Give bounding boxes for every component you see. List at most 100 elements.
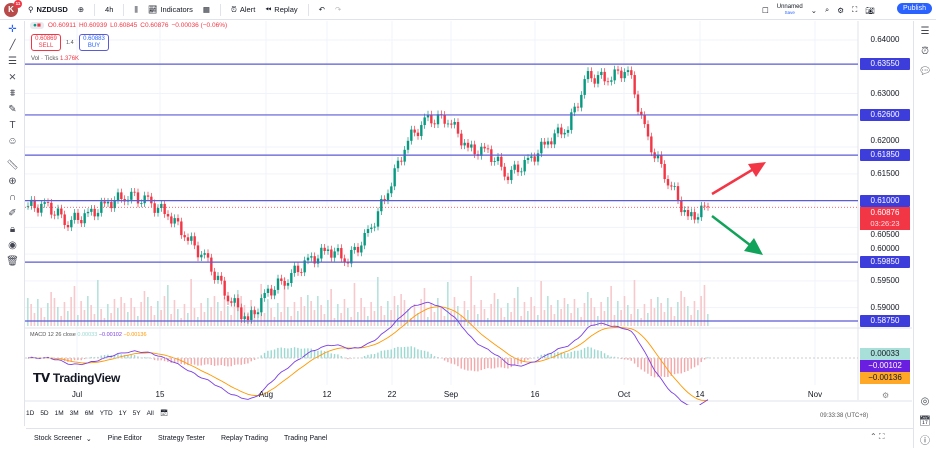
range-1m[interactable]: 1M	[55, 410, 64, 417]
range-3m[interactable]: 3M	[70, 410, 79, 417]
right-toolbar: ☰ ⏰︎ 💬︎ ◎ 📅︎ ⓘ	[913, 21, 936, 448]
macd-hist-bar	[394, 348, 395, 358]
chat-icon[interactable]: 💬︎	[914, 61, 936, 81]
volume-bar	[450, 311, 452, 326]
volume-bar	[27, 298, 29, 326]
candle	[527, 158, 529, 160]
volume-bar	[107, 304, 109, 326]
help-icon[interactable]: ⓘ	[914, 429, 936, 449]
candle	[577, 107, 579, 108]
volume-bar	[414, 304, 416, 326]
tab-pine-editor[interactable]: Pine Editor	[108, 435, 142, 442]
macd-hist-bar	[474, 358, 475, 371]
volume-bar	[67, 311, 69, 326]
volume-bar	[437, 298, 439, 326]
price-chart[interactable]	[0, 0, 912, 405]
volume-bar	[654, 308, 656, 326]
time-tick: Nov	[808, 390, 822, 399]
level-label: 0.63550	[860, 58, 910, 70]
volume-bar	[530, 297, 532, 326]
macd-hist-bar	[244, 358, 245, 364]
volume-bar	[637, 309, 639, 326]
time-tick: 15	[156, 390, 165, 399]
candle	[643, 115, 645, 124]
range-all[interactable]: All	[147, 410, 154, 417]
volume-bar	[430, 303, 432, 326]
candle	[473, 144, 475, 154]
candle	[567, 130, 569, 133]
macd-hist-bar	[514, 358, 515, 365]
volume-bar	[34, 313, 36, 326]
candle	[253, 310, 255, 314]
candle	[583, 79, 585, 95]
volume-bar	[357, 312, 359, 326]
candle	[370, 228, 372, 230]
axis-settings-icon[interactable]: ⚙	[882, 391, 889, 400]
range-1y[interactable]: 1Y	[119, 410, 127, 417]
volume-bar	[697, 310, 699, 326]
candle	[63, 214, 65, 225]
volume-bar	[257, 318, 259, 326]
candle	[147, 195, 149, 196]
watchlist-icon[interactable]: ☰	[914, 21, 936, 41]
volume-bar	[574, 299, 576, 326]
range-6m[interactable]: 6M	[85, 410, 94, 417]
eye-toggle-icon[interactable]: ●■	[30, 22, 44, 29]
goto-date-icon[interactable]: 📅︎	[160, 409, 168, 417]
tab-trading-panel[interactable]: Trading Panel	[284, 435, 327, 442]
range-5y[interactable]: 5Y	[133, 410, 141, 417]
calendar-icon[interactable]: 📅︎	[914, 411, 936, 431]
clock[interactable]: 09:33:38 (UTC+8)	[820, 413, 868, 419]
candle	[500, 157, 502, 167]
candle	[173, 218, 175, 223]
tab-stock-screener[interactable]: Stock Screener	[34, 435, 82, 442]
volume-bar	[324, 314, 326, 326]
macd-hist-bar	[487, 358, 488, 368]
candle	[573, 107, 575, 113]
macd-hist-bar	[227, 358, 228, 366]
volume-bar	[204, 312, 206, 326]
volume-bar	[464, 301, 466, 326]
chevron-down-icon[interactable]: ⌄	[86, 435, 92, 443]
target-icon[interactable]: ◎	[914, 391, 936, 411]
range-1d[interactable]: 1D	[26, 410, 34, 417]
volume-bar	[160, 310, 162, 326]
volume-bar	[190, 279, 192, 326]
candle	[600, 72, 602, 75]
candle	[107, 202, 109, 204]
candle	[327, 249, 329, 251]
price-tick: 0.59000	[860, 302, 910, 314]
volume-bar	[434, 312, 436, 326]
tab-strategy-tester[interactable]: Strategy Tester	[158, 435, 205, 442]
alarm-clock-icon[interactable]: ⏰︎	[914, 41, 936, 61]
candle	[310, 256, 312, 257]
candle	[183, 235, 185, 237]
volume-bar	[134, 307, 136, 326]
range-5d[interactable]: 5D	[40, 410, 48, 417]
volume-bar	[127, 312, 129, 326]
macd-hist-bar	[191, 358, 192, 364]
range-ytd[interactable]: YTD	[100, 410, 113, 417]
candle	[693, 212, 695, 220]
volume-bar	[277, 303, 279, 326]
candle	[317, 258, 319, 263]
macd-hist-bar	[681, 358, 682, 373]
macd-hist-bar	[641, 358, 642, 370]
macd-hist-bar	[607, 355, 608, 358]
macd-hist-bar	[347, 358, 348, 359]
volume-bar	[47, 303, 49, 326]
candle	[210, 258, 212, 272]
macd-hist-bar	[387, 350, 388, 358]
volume-bar	[37, 299, 39, 326]
volume-legend: Vol · Ticks 1.376K	[31, 56, 79, 62]
tab-replay-trading[interactable]: Replay Trading	[221, 435, 268, 442]
volume-bar	[94, 314, 96, 326]
candle	[177, 218, 179, 221]
candle	[673, 186, 675, 187]
volume-bar	[647, 313, 649, 326]
collapse-panel-icon[interactable]: ⌃ ⛶	[870, 432, 885, 442]
macd-hist-bar	[664, 358, 665, 377]
macd-hist-bar	[647, 358, 648, 374]
